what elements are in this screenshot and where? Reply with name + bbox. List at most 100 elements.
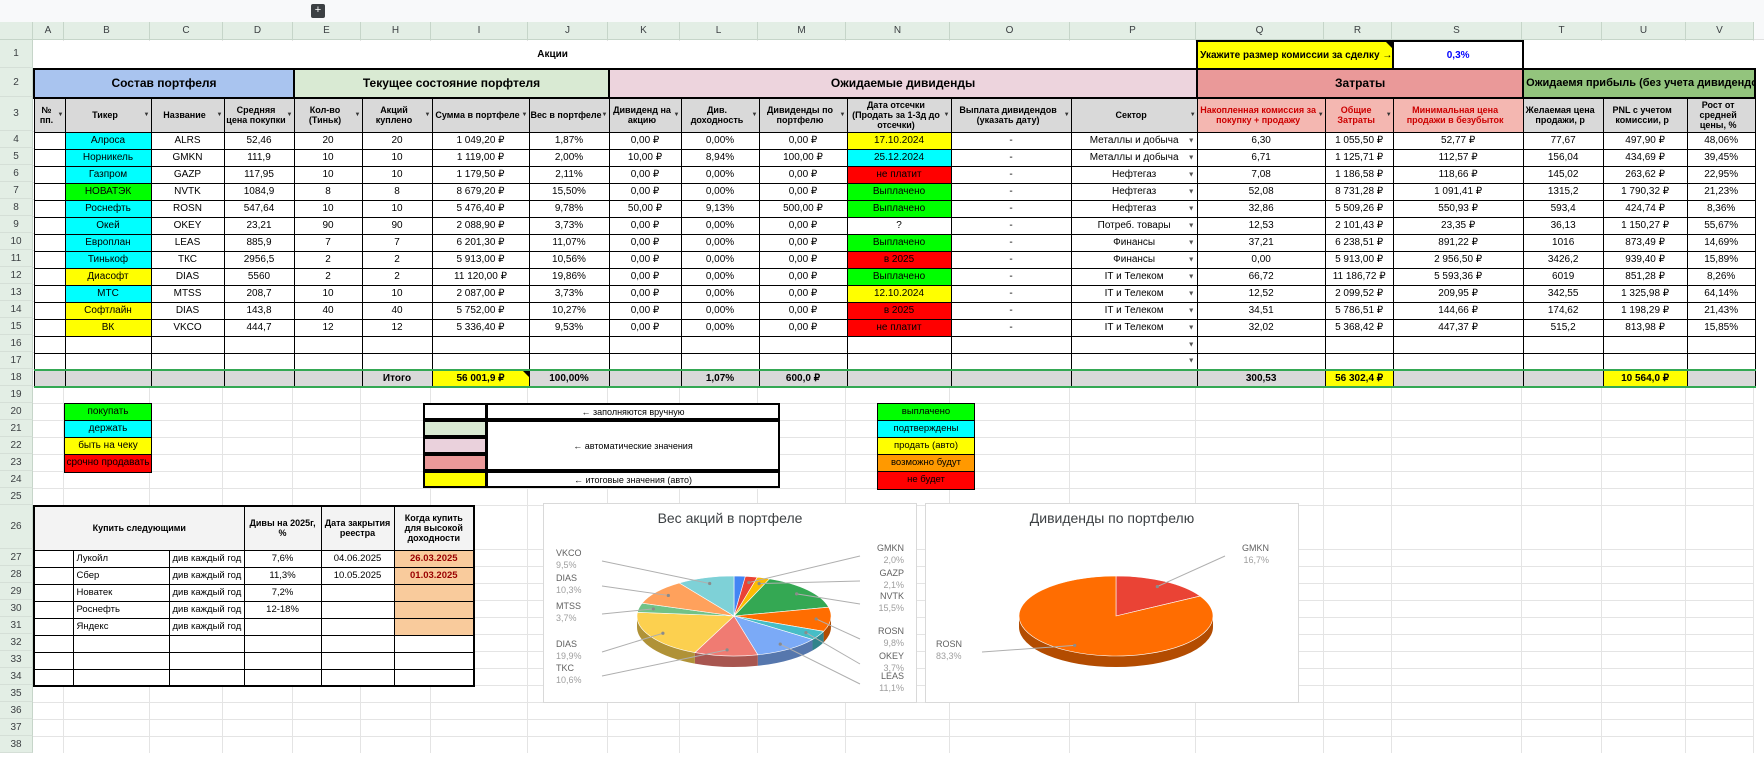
cell-S5[interactable]: 112,57 ₽	[1392, 148, 1524, 167]
buy-cell-r30c4[interactable]	[320, 600, 395, 619]
cell-Q8[interactable]: 32,86	[1196, 199, 1326, 218]
cell-H12[interactable]: 2	[361, 267, 433, 286]
row-header-6[interactable]: 6	[0, 165, 33, 182]
add-range-button[interactable]: +	[311, 4, 325, 18]
row-header-29[interactable]: 29	[0, 583, 33, 600]
cell-O15[interactable]: -	[950, 318, 1072, 337]
column-title-M[interactable]: Дивиденды по портфелю ▼	[758, 97, 848, 133]
row-header-15[interactable]: 15	[0, 318, 33, 335]
cell-O4[interactable]: -	[950, 131, 1072, 150]
cell-C14[interactable]: DIAS	[150, 301, 225, 320]
cell-H14[interactable]: 40	[361, 301, 433, 320]
buy-cell-empty[interactable]	[72, 651, 170, 670]
cell-E6[interactable]: 10	[293, 165, 363, 184]
cell-Q16[interactable]	[1196, 335, 1326, 354]
column-title-D[interactable]: Средняя цена покупки ▼	[223, 97, 295, 133]
buy-cell-r28c4[interactable]: 10.05.2025	[320, 566, 395, 585]
cell-D15[interactable]: 444,7	[223, 318, 295, 337]
total-cell-V18[interactable]	[1686, 369, 1756, 388]
cell-V5[interactable]: 39,45%	[1686, 148, 1756, 167]
legend-status-item[interactable]: возможно будут	[878, 455, 974, 472]
cell-R14[interactable]: 5 786,51 ₽	[1324, 301, 1394, 320]
cell-S6[interactable]: 118,66 ₽	[1392, 165, 1524, 184]
total-cell-L18[interactable]: 1,07%	[680, 369, 760, 388]
column-title-L[interactable]: Див. доходность ▼	[680, 97, 760, 133]
cell-B14[interactable]: Софтлайн	[64, 301, 152, 320]
cell-TUV1[interactable]	[1523, 41, 1756, 70]
sector-dropdown-icon[interactable]: ▼	[1187, 290, 1195, 297]
cell-M5[interactable]: 100,00 ₽	[758, 148, 848, 167]
cell-Q11[interactable]: 0,00	[1196, 250, 1326, 269]
cell-A10[interactable]	[33, 233, 66, 252]
cell-M10[interactable]: 0,00 ₽	[758, 233, 848, 252]
cell-S8[interactable]: 550,93 ₽	[1392, 199, 1524, 218]
cell-I6[interactable]: 1 179,50 ₽	[431, 165, 530, 184]
cell-C17[interactable]	[150, 352, 225, 371]
cell-B4[interactable]: Алроса	[64, 131, 152, 150]
column-header-B[interactable]: B	[64, 22, 150, 40]
cell-H11[interactable]: 2	[361, 250, 433, 269]
cell-C16[interactable]	[150, 335, 225, 354]
cell-V8[interactable]: 8,36%	[1686, 199, 1756, 218]
total-cell-D18[interactable]	[223, 369, 295, 388]
cell-D6[interactable]: 117,95	[223, 165, 295, 184]
legend-status-item[interactable]: продать (авто)	[878, 438, 974, 455]
buy-header-when[interactable]: Когда купить для высокой доходности	[393, 505, 475, 551]
cell-A17[interactable]	[33, 352, 66, 371]
section-profit[interactable]: Ожидаемя прибыль (без учета дивидендов)	[1522, 68, 1757, 99]
cell-N5[interactable]: 25.12.2024	[846, 148, 952, 167]
filter-icon[interactable]: ▼	[839, 112, 846, 119]
cell-O11[interactable]: -	[950, 250, 1072, 269]
legend-status-item[interactable]: выплачено	[878, 404, 974, 421]
cell-V10[interactable]: 14,69%	[1686, 233, 1756, 252]
cell-N9[interactable]: ?	[846, 216, 952, 235]
buy-header-divs[interactable]: Дивы на 2025г, %	[243, 505, 322, 551]
buy-cell-r27c4[interactable]: 04.06.2025	[320, 549, 395, 568]
cell-Q15[interactable]: 32,02	[1196, 318, 1326, 337]
cell-B7[interactable]: НОВАТЭК	[64, 182, 152, 201]
cell-N14[interactable]: в 2025	[846, 301, 952, 320]
cell-E7[interactable]: 8	[293, 182, 363, 201]
row-header-37[interactable]: 37	[0, 719, 33, 736]
chart-portfolio-weights[interactable]: Вес акций в портфеле GMKN 2,0% GAZP 2,1% NVT…	[543, 503, 917, 703]
cell-V4[interactable]: 48,06%	[1686, 131, 1756, 150]
cell-C15[interactable]: VKCO	[150, 318, 225, 337]
section-portfolio[interactable]: Состав портфеля	[33, 68, 295, 99]
cell-D9[interactable]: 23,21	[223, 216, 295, 235]
cell-Q14[interactable]: 34,51	[1196, 301, 1326, 320]
cell-T17[interactable]	[1522, 352, 1604, 371]
total-cell-S18[interactable]	[1392, 369, 1524, 388]
cell-V9[interactable]: 55,67%	[1686, 216, 1756, 235]
cell-P8[interactable]: Нефтегаз ▼	[1070, 199, 1198, 218]
cell-V16[interactable]	[1686, 335, 1756, 354]
cell-U4[interactable]: 497,90 ₽	[1602, 131, 1688, 150]
buy-cell-r27c5[interactable]: 26.03.2025	[393, 549, 475, 568]
cell-J6[interactable]: 2,11%	[528, 165, 610, 184]
row-header-36[interactable]: 36	[0, 702, 33, 719]
cell-T7[interactable]: 1315,2	[1522, 182, 1604, 201]
cell-T15[interactable]: 515,2	[1522, 318, 1604, 337]
cell-B9[interactable]: Окей	[64, 216, 152, 235]
buy-cell-r30c2[interactable]: див каждый год	[168, 600, 245, 619]
cell-O9[interactable]: -	[950, 216, 1072, 235]
cell-M7[interactable]: 0,00 ₽	[758, 182, 848, 201]
buy-cell-r30c5[interactable]	[393, 600, 475, 619]
cell-T12[interactable]: 6019	[1522, 267, 1604, 286]
row-header-35[interactable]: 35	[0, 685, 33, 702]
cell-D12[interactable]: 5560	[223, 267, 295, 286]
buy-cell-empty[interactable]	[72, 634, 170, 653]
cell-C7[interactable]: NVTK	[150, 182, 225, 201]
cell-V13[interactable]: 64,14%	[1686, 284, 1756, 303]
buy-cell-empty[interactable]	[243, 634, 322, 653]
cell-L13[interactable]: 0,00%	[680, 284, 760, 303]
cell-V14[interactable]: 21,43%	[1686, 301, 1756, 320]
cell-J7[interactable]: 15,50%	[528, 182, 610, 201]
cell-J5[interactable]: 2,00%	[528, 148, 610, 167]
cell-D16[interactable]	[223, 335, 295, 354]
cell-U5[interactable]: 434,69 ₽	[1602, 148, 1688, 167]
column-title-J[interactable]: Вес в портфеле ▼	[528, 97, 610, 133]
cell-L11[interactable]: 0,00%	[680, 250, 760, 269]
cell-I8[interactable]: 5 476,40 ₽	[431, 199, 530, 218]
row-header-21[interactable]: 21	[0, 420, 33, 437]
sector-dropdown-icon[interactable]: ▼	[1187, 256, 1195, 263]
